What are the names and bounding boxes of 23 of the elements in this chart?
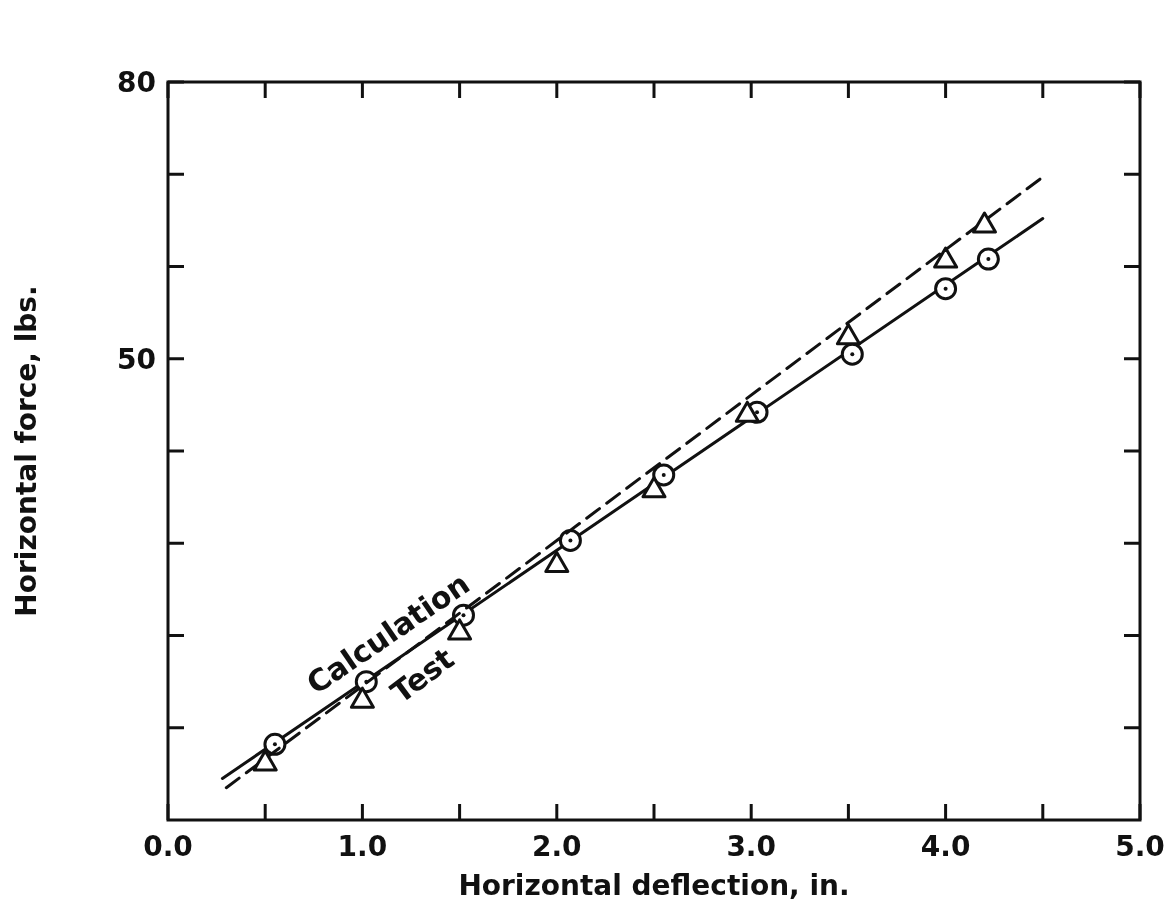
point xyxy=(544,551,570,574)
point xyxy=(934,277,958,301)
point xyxy=(835,323,861,346)
x-tick-label: 3.0 xyxy=(726,830,776,863)
x-axis-title: Horizontal deflection, in. xyxy=(458,869,850,902)
point xyxy=(558,528,582,552)
point xyxy=(652,463,676,487)
point xyxy=(641,476,667,499)
x-tick-label: 0.0 xyxy=(143,830,193,863)
point xyxy=(933,246,959,269)
x-tick-label: 2.0 xyxy=(532,830,582,863)
point xyxy=(263,732,287,756)
y-tick-label: 80 xyxy=(117,65,156,99)
point xyxy=(734,400,760,423)
point xyxy=(971,211,997,234)
y-axis-title: Horizontal force, lbs. xyxy=(10,285,43,617)
point xyxy=(252,749,278,772)
point xyxy=(840,342,864,366)
y-tick-label: 50 xyxy=(117,342,156,376)
x-tick-label: 5.0 xyxy=(1115,830,1165,863)
x-tick-label: 4.0 xyxy=(920,830,971,863)
point xyxy=(976,247,1000,271)
x-tick-label: 1.0 xyxy=(337,830,388,863)
